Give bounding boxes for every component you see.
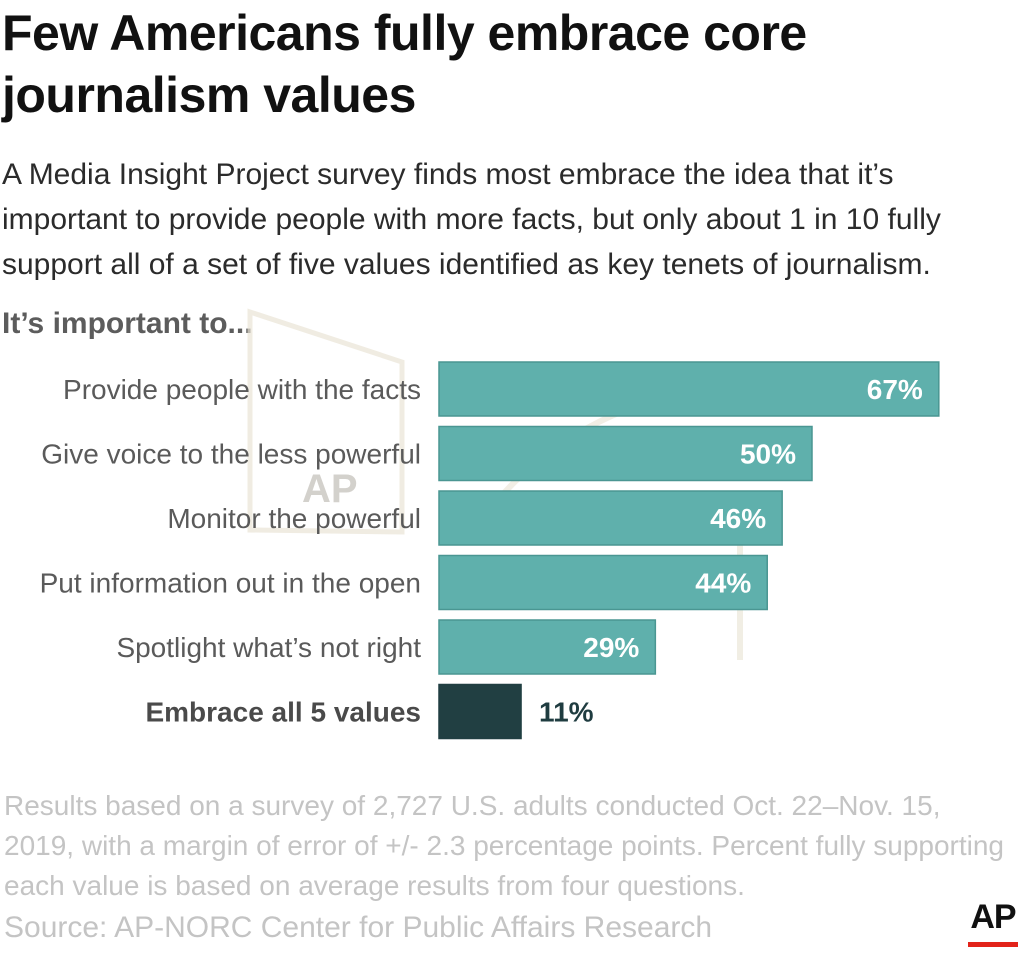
category-label-1: Provide people with the facts [63,374,421,405]
value-label-1: 67% [867,374,923,405]
category-label-4: Put information out in the open [40,568,421,599]
bar-2 [438,425,813,482]
bar-4 [438,554,768,611]
bar-6 [438,683,522,740]
value-label-4: 44% [695,568,751,599]
value-label-2: 50% [740,439,796,470]
section-label: It’s important to... [2,307,253,340]
value-label-5: 29% [583,632,639,663]
category-label-5: Spotlight what’s not right [116,632,421,663]
category-label-2: Give voice to the less powerful [41,439,421,470]
category-label-6: Embrace all 5 values [145,697,421,728]
value-label-6: 11% [539,697,594,728]
bar-3 [438,490,783,546]
footnote: Results based on a survey of 2,727 U.S. … [4,790,1005,901]
source-note: Source: AP-NORC Center for Public Affair… [4,911,713,944]
ap-logo-text: AP [970,898,1016,936]
chart-subtitle: A Media Insight Project survey finds mos… [2,158,941,281]
value-label-3: 46% [710,503,766,534]
ap-logo: AP [968,897,1018,949]
ap-logo-bar [968,942,1018,947]
bar-5 [438,619,657,675]
bar-chart: Provide people with the facts 67% Give voi… [40,361,940,740]
bar-1 [438,361,940,417]
category-label-3: Monitor the powerful [167,503,421,534]
chart-title: Few Americans fully embrace core journal… [2,5,807,123]
